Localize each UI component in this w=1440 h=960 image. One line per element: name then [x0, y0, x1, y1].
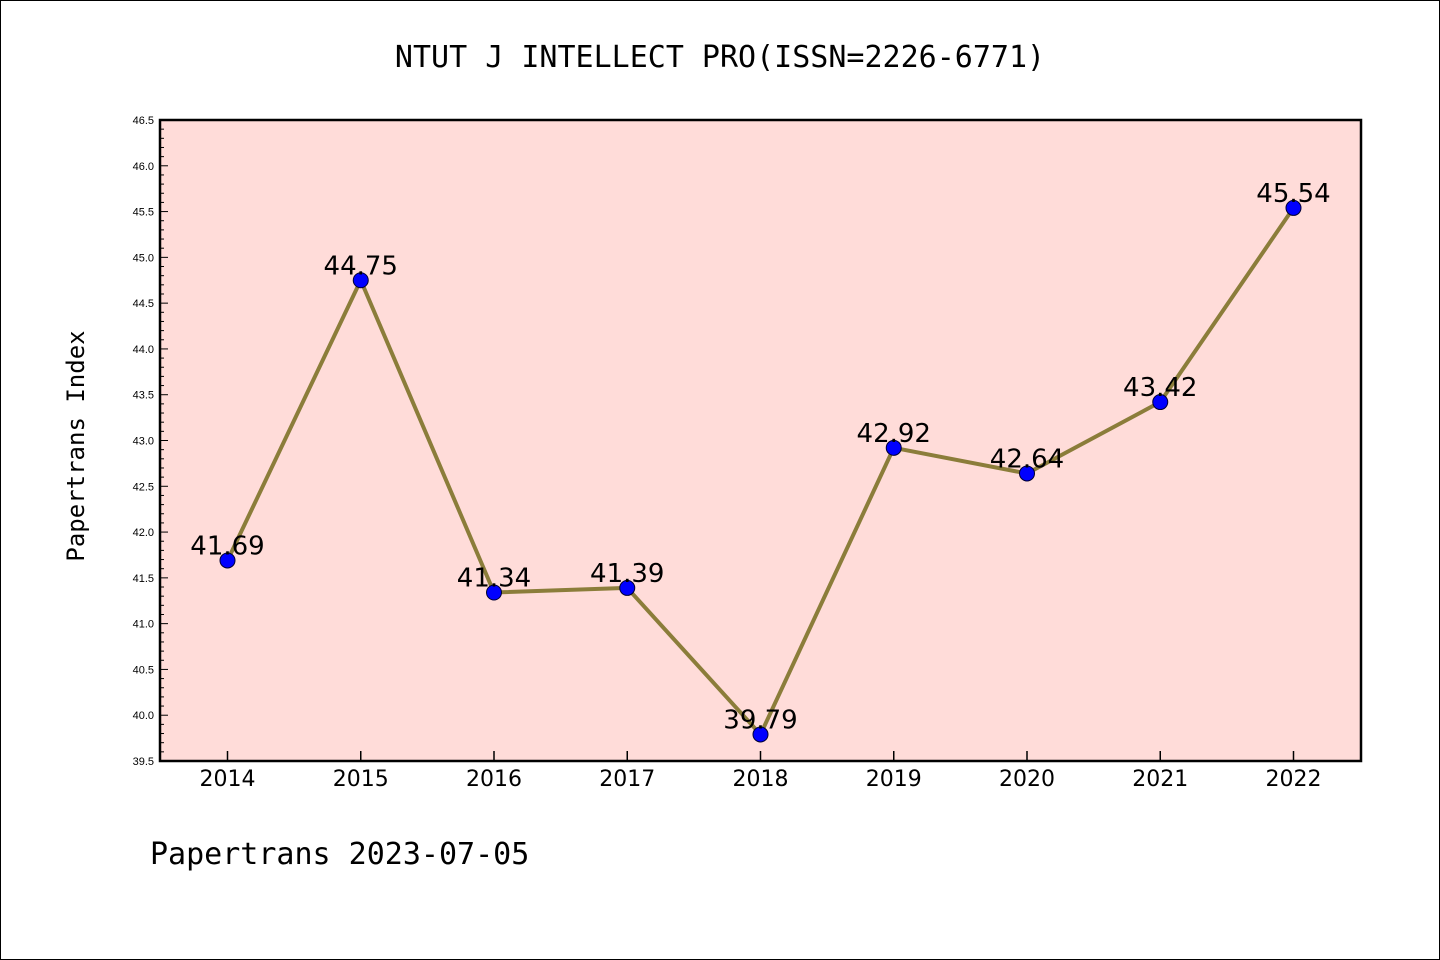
plot-area	[160, 120, 1361, 761]
x-tick-label: 2015	[333, 767, 389, 792]
y-tick-label: 39.5	[133, 756, 154, 768]
data-point	[752, 726, 769, 743]
series-points	[219, 199, 1302, 743]
y-tick-label: 45.5	[133, 207, 154, 219]
y-tick-label: 46.5	[133, 115, 154, 127]
y-tick-label: 42.0	[133, 527, 154, 539]
data-label: 41.34	[457, 564, 531, 594]
data-label: 42.64	[990, 444, 1064, 474]
y-tick-label: 43.5	[133, 390, 154, 402]
data-label: 41.39	[590, 559, 664, 589]
y-tick-label: 45.0	[133, 252, 154, 264]
x-tick-label: 2019	[866, 767, 922, 792]
data-point	[1019, 465, 1035, 482]
x-tick-label: 2022	[1266, 767, 1322, 792]
y-tick-label: 40.5	[133, 664, 154, 676]
data-label: 42.92	[857, 419, 931, 449]
x-tick-label: 2014	[200, 767, 256, 792]
plot-border	[158, 118, 1363, 763]
data-label: 43.42	[1123, 373, 1197, 403]
y-tick-label: 42.5	[133, 481, 154, 493]
data-point	[885, 439, 902, 456]
y-tick-label: 46.0	[133, 161, 154, 173]
y-tick-label: 41.0	[133, 619, 154, 631]
y-tick-label: 40.0	[133, 710, 154, 722]
y-tick-label: 44.0	[133, 344, 154, 356]
y-tick-label: 43.0	[133, 436, 154, 448]
data-labels: 41.69 44.75 41.34 41.39 39.79 42.92 42.64 43.42…	[190, 179, 1330, 736]
data-point	[1152, 394, 1169, 411]
y-axis-label: Papertrans Index	[62, 330, 90, 561]
data-label: 44.75	[324, 251, 398, 281]
data-point	[352, 272, 369, 289]
data-point	[619, 579, 636, 596]
data-point	[486, 584, 502, 601]
x-tick-label: 2020	[999, 767, 1055, 792]
data-point	[1285, 199, 1302, 216]
x-tick-label: 2017	[599, 767, 655, 792]
y-tick-label: 44.5	[133, 298, 154, 310]
data-point	[219, 552, 236, 569]
x-tick-label: 2021	[1132, 767, 1188, 792]
x-tick-label: 2016	[466, 767, 522, 792]
data-label: 45.54	[1256, 179, 1330, 209]
y-tick-label: 41.5	[133, 573, 154, 585]
footer-text: Papertrans 2023-07-05	[150, 837, 529, 872]
data-label: 39.79	[723, 705, 797, 735]
data-label: 41.69	[190, 531, 264, 561]
x-tick-label: 2018	[733, 767, 789, 792]
x-axis: 2014 2015 2016 2017 2018 2019 2020 2021 2022	[200, 751, 1322, 792]
chart-title: NTUT J INTELLECT PRO(ISSN=2226-6771)	[395, 40, 1045, 75]
